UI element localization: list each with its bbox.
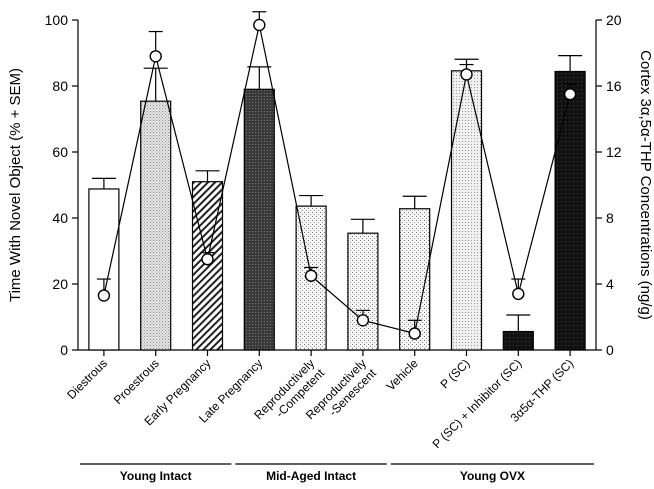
bar bbox=[88, 188, 120, 351]
bar bbox=[450, 70, 483, 351]
y-tick-label: 40 bbox=[52, 210, 68, 226]
concentration-point bbox=[304, 269, 318, 282]
category-label-line: Proestrous bbox=[111, 356, 162, 407]
y2-tick-label: 0 bbox=[606, 342, 614, 358]
category-label-line: Diestrous bbox=[64, 356, 110, 402]
y-tick-label: 100 bbox=[45, 12, 69, 28]
category-label: Diestrous bbox=[64, 356, 110, 402]
concentration-point bbox=[563, 88, 577, 101]
bar bbox=[502, 330, 534, 351]
bar bbox=[191, 181, 224, 351]
category-label: Vehicle bbox=[384, 356, 421, 393]
concentration-point bbox=[356, 314, 370, 327]
group-labels: Young Intact Mid-Aged Intact Young OVX bbox=[80, 463, 594, 483]
y2-tick-label: 4 bbox=[606, 276, 614, 292]
category-label-line: P (SC) + Inhibitor (SC) bbox=[430, 356, 525, 451]
bar bbox=[347, 232, 379, 351]
bar bbox=[554, 70, 586, 351]
concentration-point bbox=[97, 289, 111, 302]
group-label: Young OVX bbox=[460, 469, 525, 483]
y-tick-label: 80 bbox=[52, 78, 68, 94]
concentration-point bbox=[253, 18, 266, 32]
bar-error-bars bbox=[91, 55, 583, 332]
concentration-point bbox=[149, 50, 162, 63]
y2-tick-label: 12 bbox=[606, 144, 622, 160]
y2-axis-title: Cortex 3α,5α-THP Concentrations (ng/g) bbox=[637, 50, 654, 320]
axes: 0 20 40 60 80 100 0 4 8 12 16 20 bbox=[45, 12, 622, 358]
y2-tick-label: 16 bbox=[606, 78, 622, 94]
category-label: Proestrous bbox=[111, 356, 162, 407]
y-tick-label: 20 bbox=[52, 276, 68, 292]
concentration-point bbox=[460, 68, 473, 81]
category-label: P (SC) bbox=[437, 356, 472, 391]
y-tick-label: 0 bbox=[60, 342, 68, 358]
y-axis-title: Time With Novel Object (% + SEM) bbox=[7, 68, 24, 302]
concentration-line bbox=[96, 11, 578, 340]
group-label: Mid-Aged Intact bbox=[266, 469, 356, 483]
bar bbox=[140, 100, 172, 351]
category-label-line: Vehicle bbox=[384, 356, 421, 393]
category-label-line: P (SC) bbox=[437, 356, 472, 391]
group-label: Young Intact bbox=[120, 469, 192, 483]
y2-tick-label: 8 bbox=[606, 210, 614, 226]
category-label: P (SC) + Inhibitor (SC) bbox=[430, 356, 525, 451]
bar bbox=[243, 88, 275, 351]
y2-tick-label: 20 bbox=[606, 12, 622, 28]
concentration-line-path bbox=[103, 24, 571, 335]
concentration-point bbox=[408, 327, 421, 340]
bars bbox=[88, 70, 586, 351]
y-tick-label: 60 bbox=[52, 144, 68, 160]
concentration-point bbox=[201, 253, 214, 266]
concentration-point bbox=[512, 287, 525, 301]
